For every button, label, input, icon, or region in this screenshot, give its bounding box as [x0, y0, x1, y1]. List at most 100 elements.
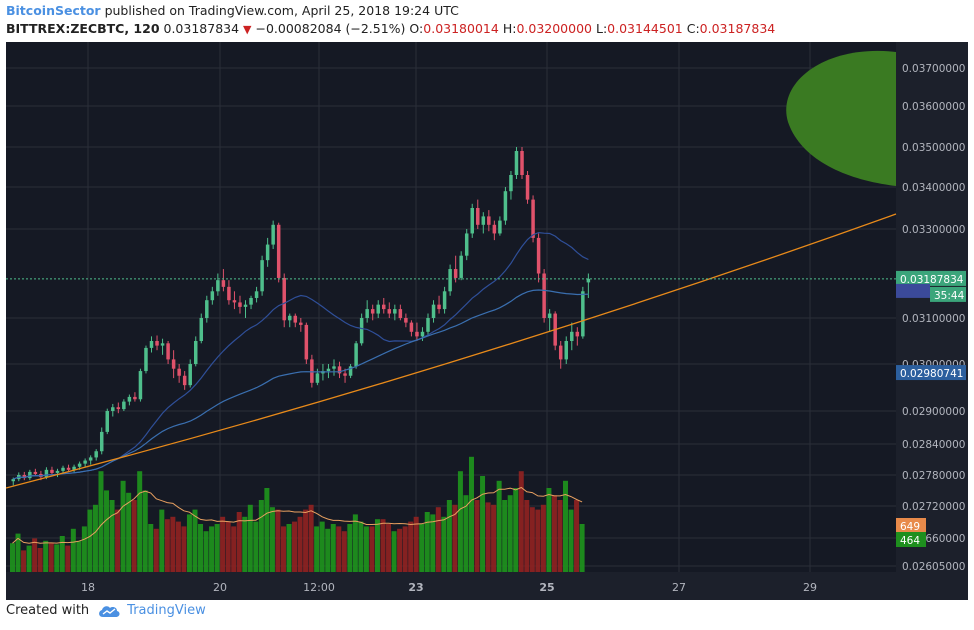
volume-bar: [264, 488, 270, 572]
candle-body: [227, 286, 231, 301]
volume-bar: [303, 509, 309, 572]
candle-body: [459, 255, 463, 278]
volume-last-tag: 464: [900, 535, 920, 547]
volume-bar: [452, 504, 458, 572]
volume-bar: [485, 502, 491, 572]
candle-body: [199, 318, 204, 341]
price-axis-background: [896, 42, 968, 572]
tradingview-cloud-icon: [99, 605, 120, 617]
candle-body: [409, 322, 414, 332]
price-chart[interactable]: 0.03700000 0.03600000 0.03500000 0.03400000…: [6, 42, 968, 600]
x-tick-label: 29: [803, 581, 817, 594]
created-with-text: Created with: [6, 603, 90, 618]
volume-bar: [496, 480, 502, 572]
candle-body: [221, 280, 226, 287]
candle-body: [188, 364, 192, 386]
candle-body: [72, 466, 76, 470]
candle-body: [575, 331, 580, 337]
y-tick-label: 0.02900000: [902, 406, 965, 418]
volume-ma-tag-bg: [896, 518, 926, 533]
volume-bar: [126, 492, 132, 572]
candle-body: [50, 469, 54, 473]
candle-body: [348, 366, 353, 376]
volume-bar: [518, 471, 524, 572]
volume-bar: [358, 521, 364, 572]
candle-body: [127, 396, 132, 402]
close-value: 0.03187834: [699, 21, 776, 36]
candle-body: [470, 208, 474, 234]
candle-body: [122, 401, 126, 410]
candle-body: [144, 347, 148, 372]
x-tick-label: 23: [408, 581, 423, 594]
volume-bar: [380, 519, 386, 572]
last-price: 0.03187834: [163, 21, 240, 36]
candle-body: [498, 220, 502, 234]
plot-background: [6, 42, 896, 572]
volume-bar: [92, 504, 98, 572]
ma-fast-tag-bg: [896, 283, 930, 298]
volume-bar: [203, 531, 209, 572]
volume-bar: [480, 476, 486, 572]
candle-body: [382, 304, 386, 310]
volume-bar: [524, 500, 530, 572]
candle-body: [232, 300, 237, 303]
volume-bar: [247, 504, 253, 572]
candle-body: [155, 341, 159, 346]
candle-body: [304, 324, 309, 360]
volume-bar: [330, 524, 336, 572]
candle-body: [293, 315, 298, 323]
candle-body: [216, 280, 220, 292]
candle-body: [503, 191, 508, 221]
candle-body: [431, 304, 436, 318]
candle-body: [420, 331, 425, 337]
volume-bar: [258, 500, 264, 572]
volume-bar: [186, 514, 192, 572]
volume-bar: [551, 495, 557, 572]
y-tick-label: 0.03400000: [902, 182, 965, 194]
y-tick-label: 0.02605000: [902, 561, 965, 573]
candle-body: [205, 300, 209, 318]
volume-bar: [21, 550, 27, 572]
volume-bar: [137, 471, 143, 572]
volume-bar: [468, 456, 474, 572]
candle-body: [426, 318, 430, 332]
candle-body: [171, 359, 176, 369]
candle-body: [536, 237, 541, 274]
candle-body: [487, 216, 491, 225]
candle-body: [476, 208, 480, 225]
volume-bar: [363, 526, 369, 572]
candle-body: [393, 309, 397, 314]
volume-bar: [10, 543, 15, 572]
ma-price-tag-bg: [896, 365, 966, 381]
x-tick-label: 27: [672, 581, 686, 594]
last-price-tag: 0.03187834: [900, 274, 964, 286]
volume-bar: [308, 504, 314, 572]
volume-bar: [568, 509, 574, 572]
candle-body: [581, 291, 585, 337]
candle-body: [398, 309, 403, 318]
volume-bar: [319, 521, 325, 572]
candle-body: [542, 273, 546, 318]
volume-bar: [441, 516, 447, 572]
candle-body: [453, 269, 458, 278]
volume-bar: [297, 516, 303, 572]
volume-bar: [275, 509, 281, 572]
volume-bar: [242, 516, 248, 572]
candle-body: [332, 366, 336, 369]
author-name[interactable]: BitcoinSector: [6, 3, 101, 18]
candle-body: [354, 343, 358, 367]
candle-body: [28, 471, 32, 479]
candle-body: [160, 343, 165, 346]
volume-bar: [563, 480, 568, 572]
volume-bar: [81, 526, 87, 572]
candle-body: [249, 297, 253, 305]
candle-body: [238, 302, 242, 307]
candle-body: [99, 431, 104, 452]
open-value: 0.03180014: [423, 21, 499, 36]
last-price-tag-bg: [896, 270, 966, 286]
tradingview-link[interactable]: TradingView: [127, 603, 206, 618]
volume-bar: [170, 516, 176, 572]
volume-bar: [98, 471, 104, 572]
volume-bar: [446, 500, 452, 572]
volume-ma-line: [12, 486, 583, 544]
